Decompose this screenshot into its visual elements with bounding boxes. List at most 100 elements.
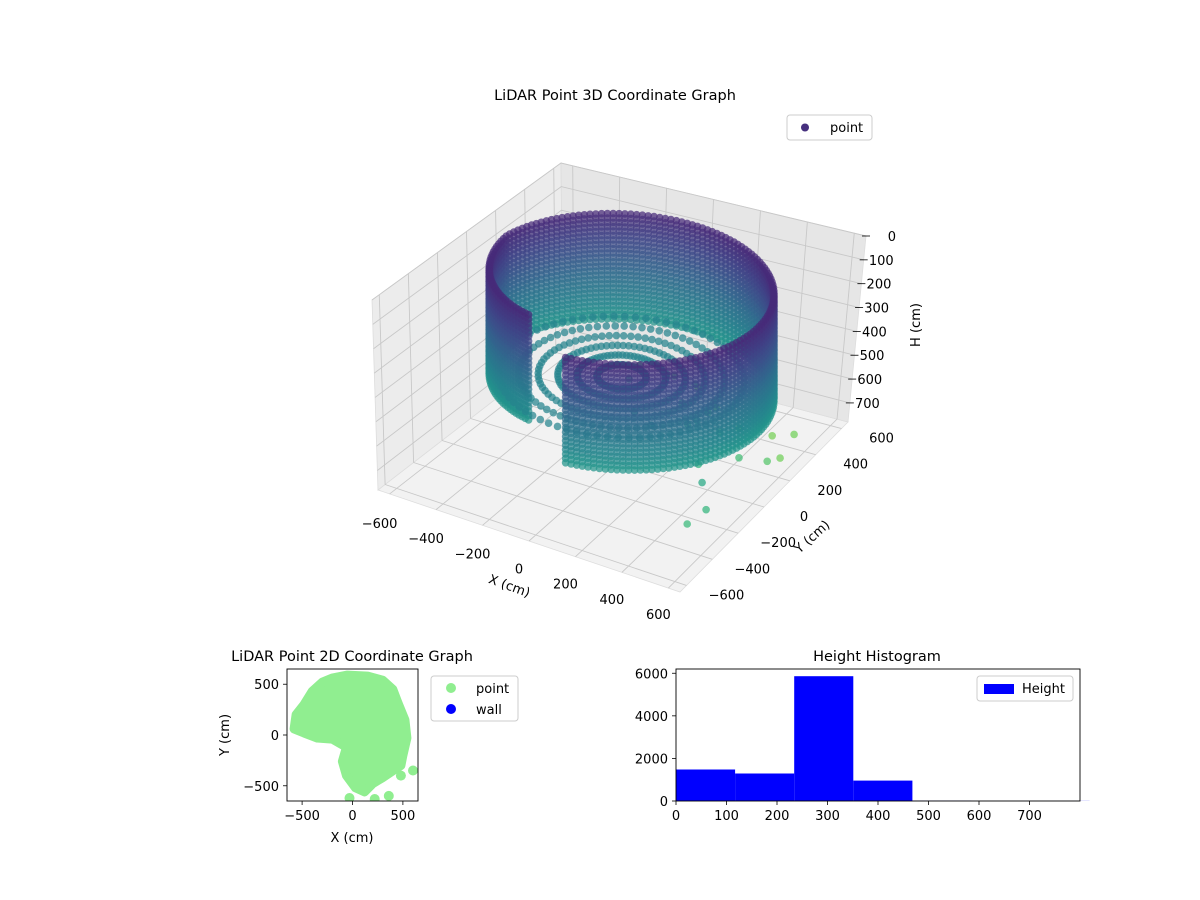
plot3d-grid-y-vertical xyxy=(436,252,443,441)
plot3d-point xyxy=(692,340,700,349)
histogram-legend-swatch xyxy=(984,684,1014,694)
plot2d-y-axis-label: Y (cm) xyxy=(218,714,233,757)
histogram-x-tick-label: 300 xyxy=(815,809,840,824)
plot3d-point xyxy=(648,465,656,474)
plot3d-point xyxy=(671,331,680,340)
plot3d-point xyxy=(610,312,618,320)
plot3d-point xyxy=(599,312,608,321)
histogram-title: Height Histogram xyxy=(813,649,941,665)
plot3d-legend: point xyxy=(786,114,873,141)
plot3d-z-tick-label: 600 xyxy=(857,373,882,388)
plot3d-point xyxy=(521,407,530,416)
plot3d-z-tick-label: 200 xyxy=(867,278,892,293)
plot3d-z-axis-label: H (cm) xyxy=(909,303,924,347)
plot3d-point xyxy=(698,344,706,352)
plot3d-point xyxy=(642,466,650,474)
plot2d-legend-label-wall: wall xyxy=(476,703,502,718)
histogram-bar xyxy=(676,769,736,801)
histogram-x-tick-label: 600 xyxy=(967,809,992,824)
plot3d-point xyxy=(589,463,598,472)
histogram-y-tick-label: 0 xyxy=(660,795,668,810)
plot3d-point xyxy=(768,432,776,440)
plot3d-point xyxy=(648,335,656,344)
plot3d-y-tick-label: 200 xyxy=(817,484,842,499)
plot3d-z-tick-label: 700 xyxy=(855,397,880,412)
plot3d-point xyxy=(553,422,562,431)
plot3d-z-tick-label: 500 xyxy=(860,349,885,364)
plot3d-x-tick-label: −400 xyxy=(408,532,444,547)
histogram-x-tick-label: 400 xyxy=(866,809,891,824)
plot3d-point xyxy=(641,334,649,343)
plot3d-point xyxy=(685,337,694,345)
plot3d-x-tick-label: −600 xyxy=(362,517,398,532)
plot3d-legend-label: point xyxy=(830,121,863,136)
plot3d-point xyxy=(790,430,798,439)
plot2d-point-cloud xyxy=(289,670,412,797)
height-histogram: Height Histogram 0 100 200 300 400 500 600 7000… xyxy=(635,649,1090,824)
plot3d-point xyxy=(549,408,558,417)
plot2d-x-axis-label: X (cm) xyxy=(331,831,374,846)
plot3d-point xyxy=(543,405,551,414)
plot3d-x-tick-label: 200 xyxy=(553,578,578,593)
plot3d-point xyxy=(653,465,662,473)
plot3d-point xyxy=(763,457,771,466)
plot3d-point xyxy=(544,419,553,428)
plot3d-point xyxy=(627,332,635,341)
plot3d-point xyxy=(533,326,541,334)
plot2d-x-tick-label: 500 xyxy=(390,809,415,824)
histogram-y-tick-label: 4000 xyxy=(635,710,668,725)
plot3d-legend-box xyxy=(786,114,873,141)
plot3d-x-tick-label: 0 xyxy=(515,563,523,578)
plot3d-point xyxy=(624,342,633,350)
plot3d-point xyxy=(510,398,518,407)
plot3d-point xyxy=(672,320,680,329)
plot3d-point xyxy=(576,325,585,333)
plot3d-point xyxy=(531,398,540,406)
plot3d-point xyxy=(608,341,616,350)
plot3d-z-tick-label: 300 xyxy=(864,302,889,317)
plot3d-point xyxy=(620,322,628,330)
plot3d-point xyxy=(630,466,639,474)
plot3d-grid-z xyxy=(372,186,864,325)
plot3d-y-tick-label: 600 xyxy=(869,432,894,447)
plot3d-point xyxy=(595,464,604,473)
plot2d-point xyxy=(395,770,406,781)
plot3d-point xyxy=(638,323,646,332)
plot3d-point xyxy=(541,323,549,331)
plot2d-point xyxy=(369,794,380,801)
histogram-y-tick-label: 2000 xyxy=(635,752,668,767)
plot3d-point xyxy=(659,464,668,473)
plot3d-point xyxy=(698,330,707,339)
lidar-3d-plot: LiDAR Point 3D Coordinate Graph −600 −400… xyxy=(362,88,924,623)
plot3d-y-tick-label: −400 xyxy=(734,562,770,577)
plot2d-point xyxy=(383,790,394,801)
plot3d-point xyxy=(698,478,706,487)
plot3d-point xyxy=(593,322,602,331)
plot3d-point xyxy=(571,337,580,345)
plot2d-legend-marker-point xyxy=(446,683,456,693)
plot3d-point xyxy=(613,466,621,474)
plot3d-point xyxy=(613,341,622,350)
plot3d-x-tick-label: −200 xyxy=(455,547,491,562)
plot3d-grid-z xyxy=(371,162,867,301)
histogram-y-tick-label: 6000 xyxy=(635,667,668,682)
plot3d-y-tick-label: 400 xyxy=(843,458,868,473)
histogram-bar xyxy=(853,780,913,801)
plot3d-point xyxy=(662,318,671,326)
plot3d-point xyxy=(646,325,655,333)
plot3d-point xyxy=(670,463,679,471)
plot3d-point xyxy=(550,320,558,328)
plot3d-tick-labels: −600−400−2000200400600−600−400−200020040… xyxy=(362,230,896,623)
plot3d-legend-marker xyxy=(801,123,809,132)
histogram-bar xyxy=(794,676,854,801)
lidar-2d-plot: LiDAR Point 2D Coordinate Graph −500 0 500… xyxy=(218,649,519,846)
histogram-legend: Height xyxy=(976,675,1074,702)
plot3d-point xyxy=(578,314,587,322)
plot2d-legend-marker-wall xyxy=(446,704,456,714)
plot3d-point xyxy=(589,313,597,321)
plot3d-point xyxy=(560,328,569,337)
plot2d-legend: point wall xyxy=(430,675,519,722)
histogram-bar xyxy=(735,773,795,801)
plot3d-point xyxy=(515,403,524,411)
